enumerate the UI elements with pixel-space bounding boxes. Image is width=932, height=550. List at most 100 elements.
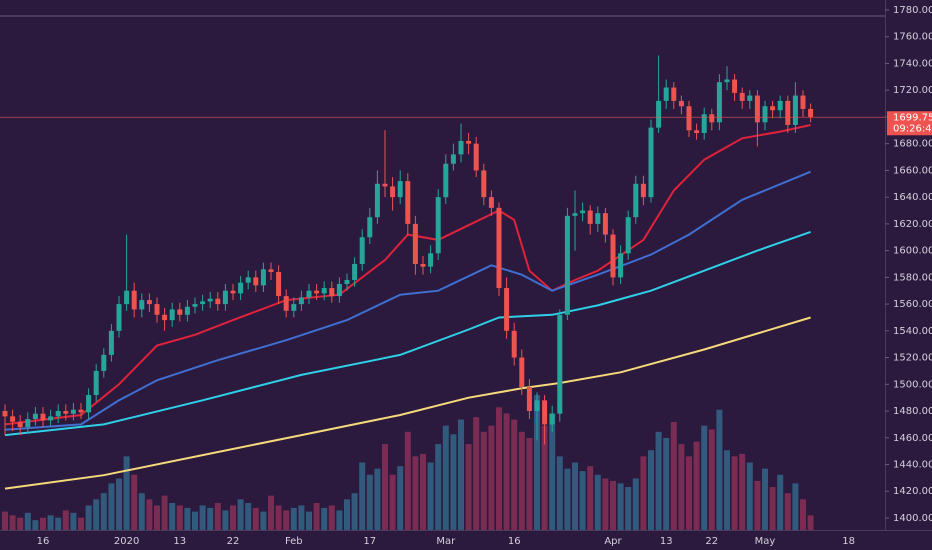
volume-bar [632,478,639,530]
volume-bar [230,505,236,530]
candle-body [108,330,114,355]
volume-bar [427,462,434,530]
candle-body [253,277,259,286]
candle-body [154,304,160,315]
volume-bar [237,499,244,530]
volume-bar [564,468,571,530]
x-tick-label: 16 [37,536,50,547]
y-tick-label: 1640.000 [893,192,932,203]
volume-bar [336,510,343,530]
candle-body [245,277,251,283]
volume-bar [351,493,358,530]
candle-body [222,290,228,305]
x-tick-label: 17 [363,536,376,547]
volume-bar [731,456,738,530]
candle-body [557,314,563,414]
volume-bar [260,511,267,530]
y-tick-label: 1400.000 [893,513,932,524]
candle-body [754,95,760,123]
candle-body [367,217,373,238]
candle-body [48,416,54,421]
x-tick-label: 18 [842,536,855,547]
volume-bar [655,431,662,530]
volume-bar [404,431,411,530]
volume-bar [473,417,480,530]
candle-body [572,213,578,216]
candle-body [291,304,297,311]
candle-body [352,263,358,281]
candle-body [716,82,722,123]
volume-bar [701,425,708,530]
candle-body [397,181,403,198]
candle-body [458,141,464,155]
candle-body [625,217,631,254]
volume-bar [610,480,616,530]
candle-body [336,284,342,297]
y-tick-label: 1560.000 [893,299,932,310]
volume-bar [40,517,46,530]
candle-body [496,207,502,289]
volume-bar [374,468,381,530]
volume-bar [708,429,715,530]
volume-bar [435,444,442,530]
volume-bar [108,483,115,530]
candle-body [435,197,441,254]
candle-body [124,290,130,305]
x-tick-label: 16 [508,536,521,547]
volume-bar [556,456,563,530]
candle-body [450,154,456,164]
candle-body [542,400,548,425]
volume-bar [663,437,670,530]
candle-body [215,298,221,305]
last-price-box [887,111,932,136]
candle-body [86,394,92,413]
moving-average [4,230,811,437]
volume-bar [154,505,160,530]
volume-bar [275,505,282,530]
x-tick-label: 13 [660,536,673,547]
candle-body [268,269,274,273]
volume-bar [518,431,525,530]
volume-bar [17,517,24,530]
candle-body [792,95,798,125]
volume-bar [55,517,62,530]
candle-body [481,170,487,198]
volume-bar [579,471,586,530]
volume-bar [146,499,153,530]
candle-body [184,306,190,315]
volume-bar [739,453,746,530]
y-tick-label: 1740.000 [893,58,932,69]
x-tick-label: May [755,536,776,547]
candle-body [443,163,449,198]
y-tick-label: 1420.000 [893,486,932,497]
candle-body [390,186,396,198]
volume-bar [678,444,685,530]
candle-body [207,298,213,302]
candle-body [374,183,380,218]
volume-bar [724,450,730,530]
volume-bar [541,425,548,530]
candle-body [694,130,700,133]
moving-average [4,316,811,490]
candle-body [488,197,494,208]
candle-body [808,108,814,117]
volume-bar [328,505,335,530]
volume-bar [807,515,814,530]
candle-body [762,106,768,123]
volume-bar [754,480,761,530]
candle-body [131,290,137,310]
moving-average [4,170,811,431]
volume-bar [268,495,274,530]
candle-body [70,409,76,414]
candle-body [709,114,715,123]
volume-bar [465,444,472,530]
candle-body [678,100,684,107]
y-tick-label: 1600.000 [893,246,932,257]
volume-bar [777,474,784,530]
candle-body [146,300,152,305]
volume-bar [625,487,632,530]
y-tick-label: 1620.000 [893,219,932,230]
candle-body [298,297,304,305]
candle-body [724,79,730,83]
candle-body [618,253,624,278]
